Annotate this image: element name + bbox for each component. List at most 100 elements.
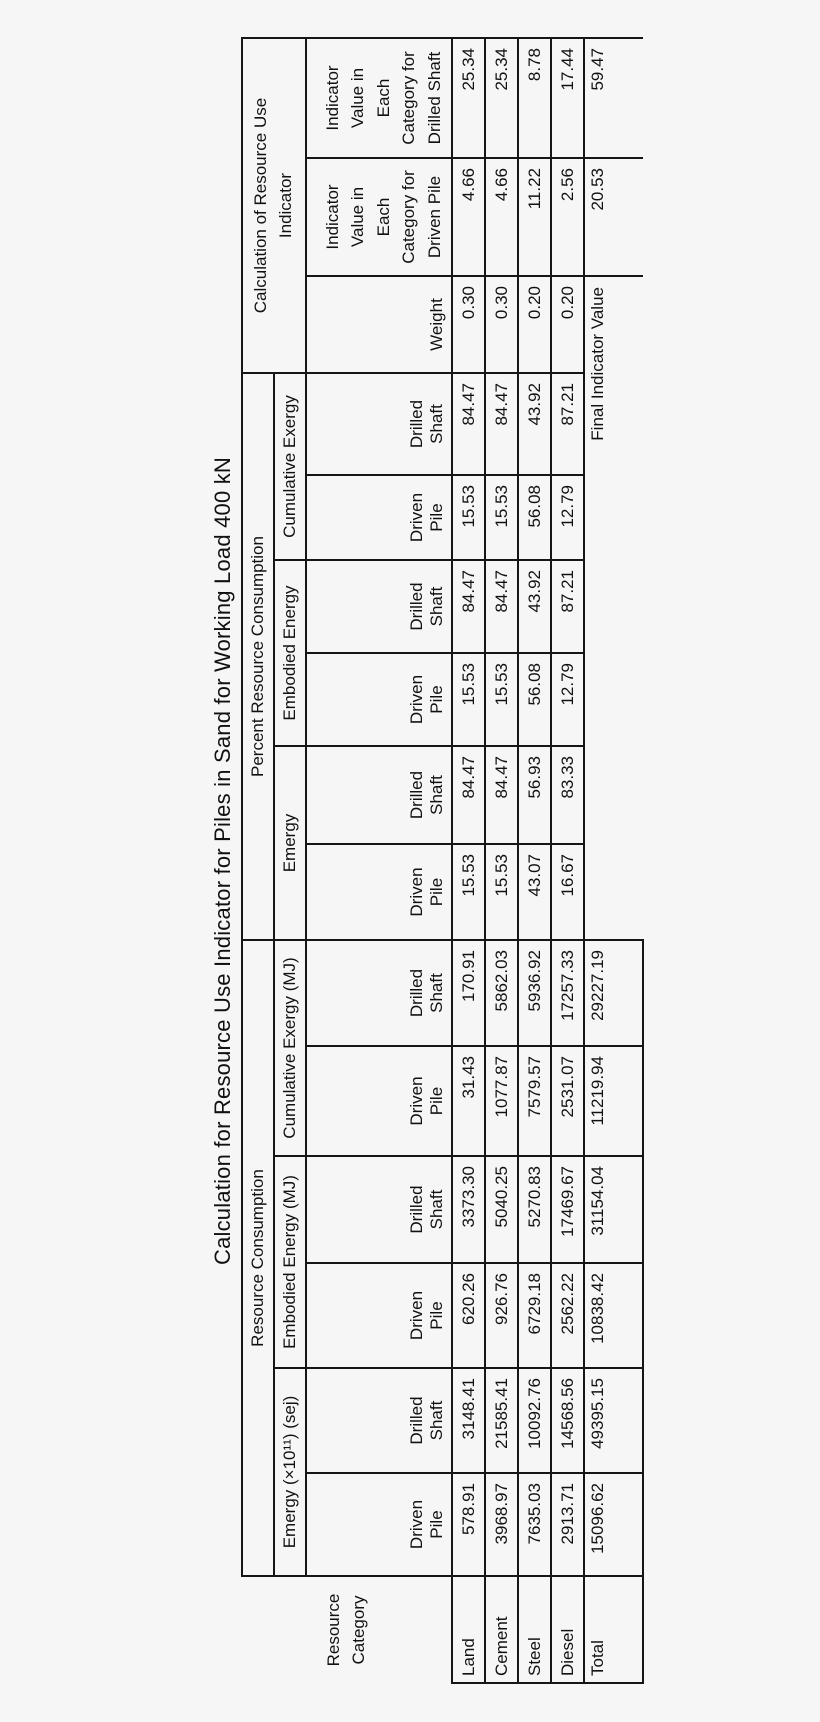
col-header-cumulative-drilled-shaft: Drilled Shaft (306, 940, 452, 1046)
col-header-embodied-driven-pile: Driven Pile (306, 1263, 452, 1368)
cell: 5270.83 (518, 1156, 551, 1263)
table-row-steel: Steel 7635.03 10092.76 6729.18 5270.83 7… (518, 38, 551, 1683)
cell: 15.53 (485, 475, 518, 560)
cell: 3148.41 (452, 1368, 485, 1473)
total-cell: 49395.15 (584, 1368, 643, 1473)
total-cell: 10838.42 (584, 1263, 643, 1368)
cell: 7635.03 (518, 1473, 551, 1576)
total-cell: 11219.94 (584, 1046, 643, 1156)
sub-header-percent-emergy: Emergy (274, 746, 306, 940)
col-header-resource-category: Resource Category (242, 1576, 452, 1683)
table-row-diesel: Diesel 2913.71 14568.56 2562.22 17469.67… (551, 38, 584, 1683)
sub-header-emergy-sej: Emergy (×10¹¹) (sej) (274, 1368, 306, 1576)
cell: 84.47 (485, 373, 518, 475)
sub-header-percent-cumulative-exergy: Cumulative Exergy (274, 373, 306, 560)
cell: 4.66 (485, 158, 518, 276)
cell: 16.67 (551, 844, 584, 940)
cell: 21585.41 (485, 1368, 518, 1473)
cell: 2531.07 (551, 1046, 584, 1156)
row-label-cement: Cement (485, 1576, 518, 1683)
cell: 56.08 (518, 653, 551, 746)
table-row-land: Land 578.91 3148.41 620.26 3373.30 31.43… (452, 38, 485, 1683)
final-indicator-driven-pile: 20.53 (584, 158, 643, 276)
cell: 11.22 (518, 158, 551, 276)
group-header-percent-resource-consumption: Percent Resource Consumption (242, 373, 274, 940)
row-label-diesel: Diesel (551, 1576, 584, 1683)
final-indicator-value-label: Final Indicator Value (584, 276, 643, 940)
cell: 10092.76 (518, 1368, 551, 1473)
cell: 170.91 (452, 940, 485, 1046)
cell: 25.34 (452, 38, 485, 158)
cell: 0.20 (518, 276, 551, 373)
cell: 15.53 (452, 475, 485, 560)
col-header-emergy-drilled-shaft: Drilled Shaft (306, 1368, 452, 1473)
col-header-pct-cumulative-driven-pile: Driven Pile (306, 475, 452, 560)
cell: 0.20 (551, 276, 584, 373)
cell: 6729.18 (518, 1263, 551, 1368)
col-header-pct-emergy-driven-pile: Driven Pile (306, 844, 452, 940)
row-label-total: Total (584, 1576, 643, 1683)
table-row-cement: Cement 3968.97 21585.41 926.76 5040.25 1… (485, 38, 518, 1683)
cell: 17469.67 (551, 1156, 584, 1263)
row-label-land: Land (452, 1576, 485, 1683)
cell: 31.43 (452, 1046, 485, 1156)
cell: 5862.03 (485, 940, 518, 1046)
cell: 56.08 (518, 475, 551, 560)
group-header-calculation-of-resource-use-indicator: Calculation of Resource Use Indicator (242, 38, 306, 373)
cell: 25.34 (485, 38, 518, 158)
group-header-row: Resource Category Resource Consumption P… (242, 38, 452, 1683)
cell: 43.92 (518, 373, 551, 475)
cell: 84.47 (452, 373, 485, 475)
cell: 12.79 (551, 653, 584, 746)
cell: 15.53 (485, 653, 518, 746)
total-cell: 31154.04 (584, 1156, 643, 1263)
cell: 620.26 (452, 1263, 485, 1368)
cell: 83.33 (551, 746, 584, 844)
table-row-total: Total 15096.62 49395.15 10838.42 31154.0… (584, 38, 643, 1683)
cell: 87.21 (551, 560, 584, 653)
cell: 87.21 (551, 373, 584, 475)
cell: 8.78 (518, 38, 551, 158)
cell: 43.07 (518, 844, 551, 940)
cell: 926.76 (485, 1263, 518, 1368)
cell: 43.92 (518, 560, 551, 653)
col-header-pct-emergy-drilled-shaft: Drilled Shaft (306, 746, 452, 844)
col-header-pct-embodied-driven-pile: Driven Pile (306, 653, 452, 746)
cell: 7579.57 (518, 1046, 551, 1156)
col-header-emergy-driven-pile: Driven Pile (306, 1473, 452, 1576)
cell: 12.79 (551, 475, 584, 560)
cell: 578.91 (452, 1473, 485, 1576)
col-header-cumulative-driven-pile: Driven Pile (306, 1046, 452, 1156)
resource-use-indicator-table: Resource Category Resource Consumption P… (241, 37, 644, 1684)
cell: 0.30 (452, 276, 485, 373)
cell: 2562.22 (551, 1263, 584, 1368)
col-header-embodied-drilled-shaft: Drilled Shaft (306, 1156, 452, 1263)
cell: 4.66 (452, 158, 485, 276)
cell: 17257.33 (551, 940, 584, 1046)
cell: 14568.56 (551, 1368, 584, 1473)
cell: 17.44 (551, 38, 584, 158)
final-indicator-drilled-shaft: 59.47 (584, 38, 643, 158)
cell: 2913.71 (551, 1473, 584, 1576)
cell: 0.30 (485, 276, 518, 373)
total-cell: 29227.19 (584, 940, 643, 1046)
cell: 84.47 (485, 746, 518, 844)
group-header-resource-consumption: Resource Consumption (242, 940, 274, 1576)
cell: 1077.87 (485, 1046, 518, 1156)
col-header-indicator-value-driven-pile: Indicator Value in Each Category for Dri… (306, 158, 452, 276)
cell: 5040.25 (485, 1156, 518, 1263)
cell: 3968.97 (485, 1473, 518, 1576)
cell: 5936.92 (518, 940, 551, 1046)
row-label-steel: Steel (518, 1576, 551, 1683)
cell: 84.47 (452, 560, 485, 653)
cell: 15.53 (485, 844, 518, 940)
cell: 2.56 (551, 158, 584, 276)
col-header-pct-cumulative-drilled-shaft: Drilled Shaft (306, 373, 452, 475)
pile-header-row: Driven Pile Drilled Shaft Driven Pile Dr… (306, 38, 452, 1683)
sub-header-embodied-energy-mj: Embodied Energy (MJ) (274, 1156, 306, 1368)
total-cell: 15096.62 (584, 1473, 643, 1576)
sub-header-percent-embodied-energy: Embodied Energy (274, 560, 306, 746)
cell: 15.53 (452, 844, 485, 940)
